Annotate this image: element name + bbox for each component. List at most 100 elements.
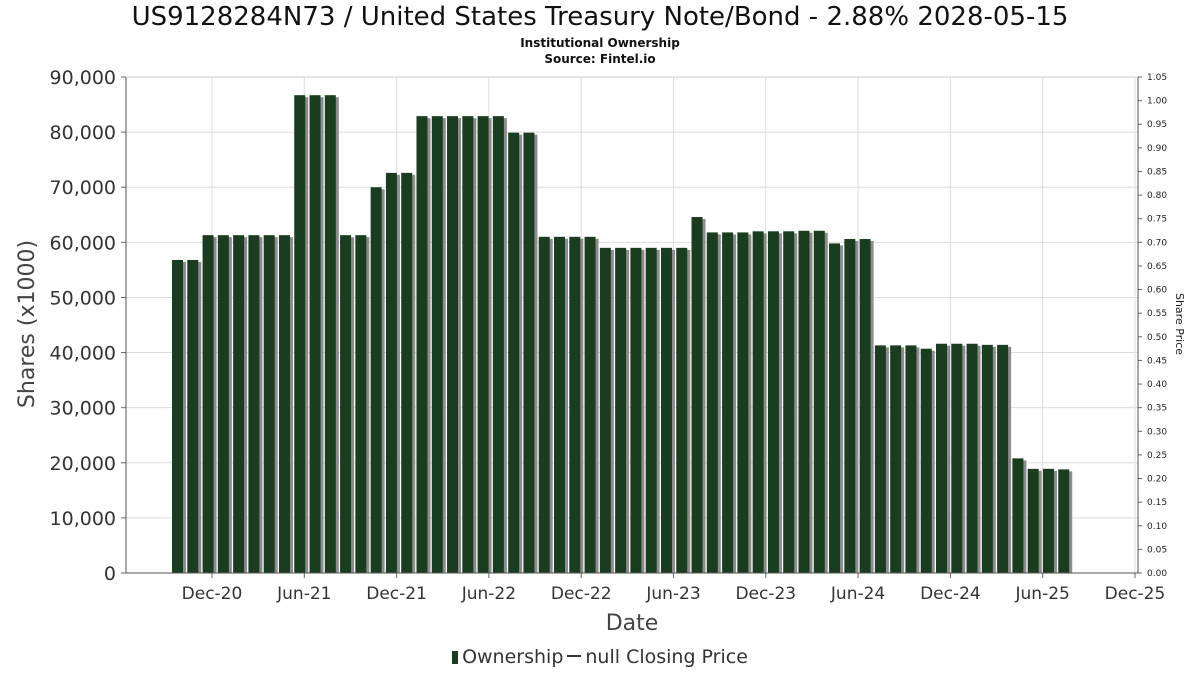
ownership-bar xyxy=(997,344,1009,573)
ownership-bar xyxy=(554,236,565,574)
ownership-bar xyxy=(584,236,596,574)
x-tick-label: Jun-25 xyxy=(1015,584,1070,604)
ownership-bar xyxy=(217,235,229,573)
ownership-bar xyxy=(706,232,718,573)
x-tick-label: Dec-23 xyxy=(735,584,796,604)
y-right-tick-label: 0.35 xyxy=(1147,404,1167,414)
ownership-bar xyxy=(599,247,611,573)
ownership-bar xyxy=(355,235,367,573)
y-tick-label: 60,000 xyxy=(50,232,116,254)
ownership-bar xyxy=(416,116,428,573)
y-axis-label: Shares (x1000) xyxy=(15,240,40,408)
y-right-tick-label: 0.40 xyxy=(1147,380,1167,390)
y-tick-labels: 0 10,000 20,000 30,000 40,000 50,000 60,000 70,… xyxy=(50,67,116,585)
ownership-bar xyxy=(1012,458,1024,573)
y-axis-right-label: Share Price xyxy=(1173,293,1186,355)
chart-subtitle: Institutional Ownership xyxy=(520,36,680,50)
ownership-bar xyxy=(187,259,199,573)
ownership-bar xyxy=(569,236,581,574)
ownership-bar xyxy=(737,232,749,573)
y-right-tick-label: 0.65 xyxy=(1147,262,1167,272)
ownership-bar xyxy=(813,230,825,573)
ownership-chart: 0 10,000 20,000 30,000 40,000 50,000 60,000 70,… xyxy=(15,67,1186,636)
x-tick-label: Jun-24 xyxy=(830,584,885,604)
ownership-bar xyxy=(691,216,703,573)
bars-group xyxy=(172,95,1073,574)
x-tick-label: Dec-20 xyxy=(182,584,243,604)
y-right-tick-label: 0.20 xyxy=(1147,475,1167,485)
ownership-bar xyxy=(248,235,260,573)
y-right-tick-label: 0.85 xyxy=(1147,167,1167,177)
y-right-tick-label: 0.70 xyxy=(1147,238,1167,248)
ownership-bar xyxy=(660,247,672,573)
ownership-bar xyxy=(981,344,993,573)
y-right-tick-label: 0.45 xyxy=(1147,356,1167,366)
ownership-bar xyxy=(615,247,627,573)
ownership-bar xyxy=(263,235,275,573)
ownership-bar xyxy=(340,235,352,573)
ownership-bar xyxy=(492,116,504,573)
ownership-bar xyxy=(294,95,306,573)
chart-title: US9128284N73 / United States Treasury No… xyxy=(131,2,1069,32)
legend-price-line xyxy=(567,655,582,657)
ownership-bar xyxy=(172,259,183,573)
legend-ownership-swatch xyxy=(452,651,459,664)
ownership-bar xyxy=(1042,468,1054,573)
ownership-bar xyxy=(233,235,245,573)
ownership-bar xyxy=(783,231,795,574)
ownership-bar xyxy=(920,348,932,573)
ownership-bar xyxy=(722,232,734,573)
y-right-tick-label: 0.95 xyxy=(1147,120,1167,130)
ownership-bar xyxy=(431,116,443,573)
legend-price-label: null Closing Price xyxy=(585,646,748,668)
ownership-bar xyxy=(752,231,764,574)
y-tick-label: 70,000 xyxy=(50,177,116,199)
ownership-bar xyxy=(676,247,688,573)
y-tick-label: 50,000 xyxy=(50,287,116,309)
ownership-bar xyxy=(462,116,474,573)
ownership-bar xyxy=(401,172,413,574)
y-right-tick-label: 0.90 xyxy=(1147,144,1167,154)
ownership-bar xyxy=(370,187,382,573)
ownership-bar xyxy=(767,231,779,574)
y-right-tick-label: 0.75 xyxy=(1147,215,1167,225)
ownership-bar xyxy=(508,132,520,573)
ownership-bar xyxy=(890,345,902,573)
y-right-tick-label: 0.00 xyxy=(1147,569,1167,579)
ownership-bar xyxy=(202,235,214,573)
x-tick-label: Dec-22 xyxy=(551,584,612,604)
ownership-bar xyxy=(966,343,978,573)
y-right-tick-label: 0.60 xyxy=(1147,286,1167,296)
y-right-tick-label: 0.50 xyxy=(1147,333,1167,343)
x-tick-label: Jun-21 xyxy=(276,584,331,604)
y-tick-label: 90,000 xyxy=(50,67,116,89)
y-right-tick-label: 1.00 xyxy=(1147,97,1167,107)
chart-source: Source: Fintel.io xyxy=(544,52,656,66)
ownership-bar xyxy=(798,230,810,573)
ownership-bar xyxy=(324,95,336,573)
ownership-bar xyxy=(309,95,321,573)
ownership-bar xyxy=(538,236,550,574)
ownership-bar xyxy=(829,243,841,574)
y-tick-label: 40,000 xyxy=(50,343,116,365)
y-tick-label: 80,000 xyxy=(50,122,116,144)
ownership-bar xyxy=(936,343,947,573)
y-right-tick-label: 1.05 xyxy=(1147,73,1167,83)
y-right-tick-label: 0.55 xyxy=(1147,309,1167,319)
y-right-tick-labels: 0.00 0.05 0.10 0.15 0.20 0.25 0.30 0.35 0.40 0.45… xyxy=(1147,73,1167,579)
y-tick-label: 10,000 xyxy=(50,508,116,530)
ownership-bar xyxy=(523,132,535,573)
y-right-tick-label: 0.10 xyxy=(1147,522,1167,532)
ownership-bar xyxy=(385,172,397,574)
ownership-bar xyxy=(447,116,459,573)
ownership-bar xyxy=(859,239,871,573)
x-tick-labels: Dec-20 Jun-21 Dec-21 Jun-22 Dec-22 Jun-23 Dec-… xyxy=(182,584,1166,604)
y-right-tick-label: 0.15 xyxy=(1147,498,1167,508)
ownership-bar xyxy=(874,345,886,573)
y-right-tick-label: 0.25 xyxy=(1147,451,1167,461)
y-tick-label: 20,000 xyxy=(50,453,116,475)
y-right-tick-label: 0.30 xyxy=(1147,427,1167,437)
legend: Ownership null Closing Price xyxy=(0,646,1200,668)
y-tick-label: 0 xyxy=(104,563,116,585)
ownership-bar xyxy=(630,247,642,573)
